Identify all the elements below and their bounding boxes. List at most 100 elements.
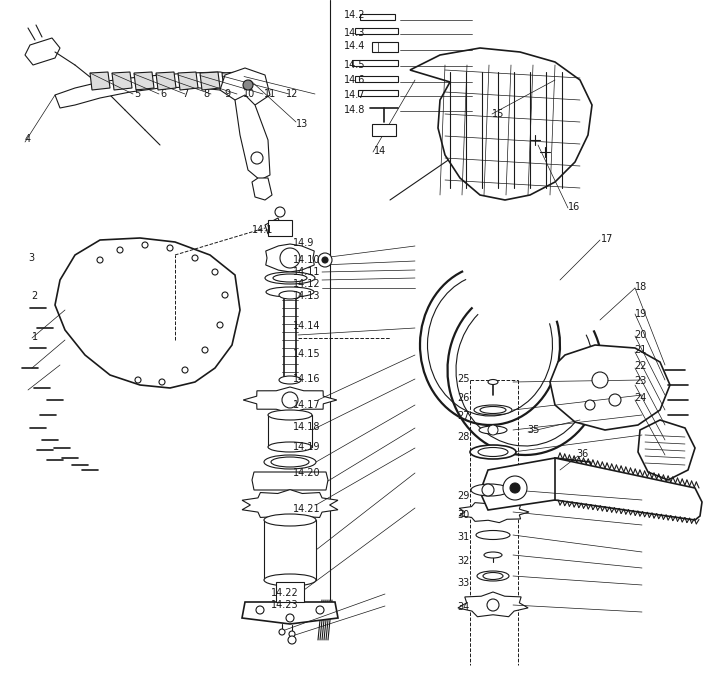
Circle shape xyxy=(217,322,223,328)
Polygon shape xyxy=(480,458,595,510)
Text: 22: 22 xyxy=(634,361,647,371)
Text: 14.9: 14.9 xyxy=(293,239,314,248)
Circle shape xyxy=(609,394,621,406)
Text: 14.2: 14.2 xyxy=(344,10,365,20)
Ellipse shape xyxy=(471,484,509,496)
Circle shape xyxy=(167,245,173,251)
Text: 14.11: 14.11 xyxy=(293,267,320,277)
Ellipse shape xyxy=(480,407,506,413)
Text: 14.6: 14.6 xyxy=(344,75,365,85)
Text: 19: 19 xyxy=(634,309,646,319)
Circle shape xyxy=(256,606,264,614)
Text: 4: 4 xyxy=(25,135,31,144)
Polygon shape xyxy=(372,42,398,52)
Text: 14.19: 14.19 xyxy=(293,443,320,452)
Polygon shape xyxy=(358,90,398,96)
Bar xyxy=(372,124,396,136)
Text: 14.1: 14.1 xyxy=(252,225,274,235)
Circle shape xyxy=(286,614,294,622)
Ellipse shape xyxy=(474,405,512,415)
Text: 14.12: 14.12 xyxy=(293,279,320,289)
Circle shape xyxy=(275,207,285,217)
Polygon shape xyxy=(265,218,282,234)
Text: 17: 17 xyxy=(601,235,613,244)
Text: 12: 12 xyxy=(286,89,298,99)
Text: 29: 29 xyxy=(457,492,470,501)
Circle shape xyxy=(222,292,228,298)
Text: 32: 32 xyxy=(457,556,470,566)
Bar xyxy=(268,415,312,447)
Text: 14.20: 14.20 xyxy=(293,468,320,477)
Polygon shape xyxy=(266,244,314,272)
Circle shape xyxy=(503,476,527,500)
Ellipse shape xyxy=(266,287,314,297)
Ellipse shape xyxy=(488,379,498,384)
Ellipse shape xyxy=(264,455,316,469)
Polygon shape xyxy=(156,72,176,90)
Polygon shape xyxy=(242,490,338,520)
Text: 26: 26 xyxy=(457,393,470,403)
Ellipse shape xyxy=(268,442,312,452)
Circle shape xyxy=(592,372,608,388)
Ellipse shape xyxy=(273,274,307,282)
Polygon shape xyxy=(459,501,529,523)
Text: 9: 9 xyxy=(224,89,231,99)
Circle shape xyxy=(488,425,498,435)
Polygon shape xyxy=(200,72,220,90)
Text: 35: 35 xyxy=(527,425,540,435)
Polygon shape xyxy=(112,72,132,90)
Circle shape xyxy=(182,367,188,373)
Ellipse shape xyxy=(279,291,301,299)
Text: 34: 34 xyxy=(457,602,469,611)
Circle shape xyxy=(117,247,123,253)
Ellipse shape xyxy=(470,445,516,459)
Polygon shape xyxy=(55,72,235,108)
Text: 14.5: 14.5 xyxy=(344,60,365,69)
Circle shape xyxy=(280,248,300,268)
Polygon shape xyxy=(458,592,528,617)
Text: 25: 25 xyxy=(457,375,470,384)
Polygon shape xyxy=(178,72,198,90)
Circle shape xyxy=(279,629,285,635)
Ellipse shape xyxy=(268,410,312,420)
Text: 14.3: 14.3 xyxy=(344,28,365,37)
Text: 10: 10 xyxy=(243,89,255,99)
Polygon shape xyxy=(134,72,154,90)
Text: 14.18: 14.18 xyxy=(293,422,320,432)
Ellipse shape xyxy=(483,573,503,579)
Text: 2: 2 xyxy=(32,291,38,301)
Bar xyxy=(264,520,316,580)
Polygon shape xyxy=(25,38,60,65)
Circle shape xyxy=(585,400,595,410)
Text: 31: 31 xyxy=(457,532,469,542)
Polygon shape xyxy=(55,238,240,388)
Polygon shape xyxy=(235,95,270,180)
Ellipse shape xyxy=(484,552,502,558)
Text: 14.13: 14.13 xyxy=(293,291,320,301)
Circle shape xyxy=(212,269,218,275)
Ellipse shape xyxy=(264,574,316,586)
Text: 14.7: 14.7 xyxy=(344,90,365,100)
Circle shape xyxy=(482,484,494,496)
Text: 3: 3 xyxy=(28,254,35,263)
Text: 7: 7 xyxy=(182,89,188,99)
Polygon shape xyxy=(352,60,398,66)
Circle shape xyxy=(487,599,499,611)
Circle shape xyxy=(322,257,328,263)
Polygon shape xyxy=(252,178,272,200)
Ellipse shape xyxy=(478,447,508,456)
Circle shape xyxy=(97,257,103,263)
Text: 36: 36 xyxy=(577,449,589,459)
Circle shape xyxy=(282,392,298,408)
Circle shape xyxy=(192,255,198,261)
Circle shape xyxy=(135,377,141,383)
Text: 5: 5 xyxy=(134,89,140,99)
Text: 14.17: 14.17 xyxy=(293,400,320,409)
Text: 14.14: 14.14 xyxy=(293,322,320,331)
Bar xyxy=(268,220,292,236)
Circle shape xyxy=(316,606,324,614)
Circle shape xyxy=(288,636,296,644)
Polygon shape xyxy=(410,48,592,200)
Text: 14.10: 14.10 xyxy=(293,255,320,265)
Text: 20: 20 xyxy=(634,330,647,339)
